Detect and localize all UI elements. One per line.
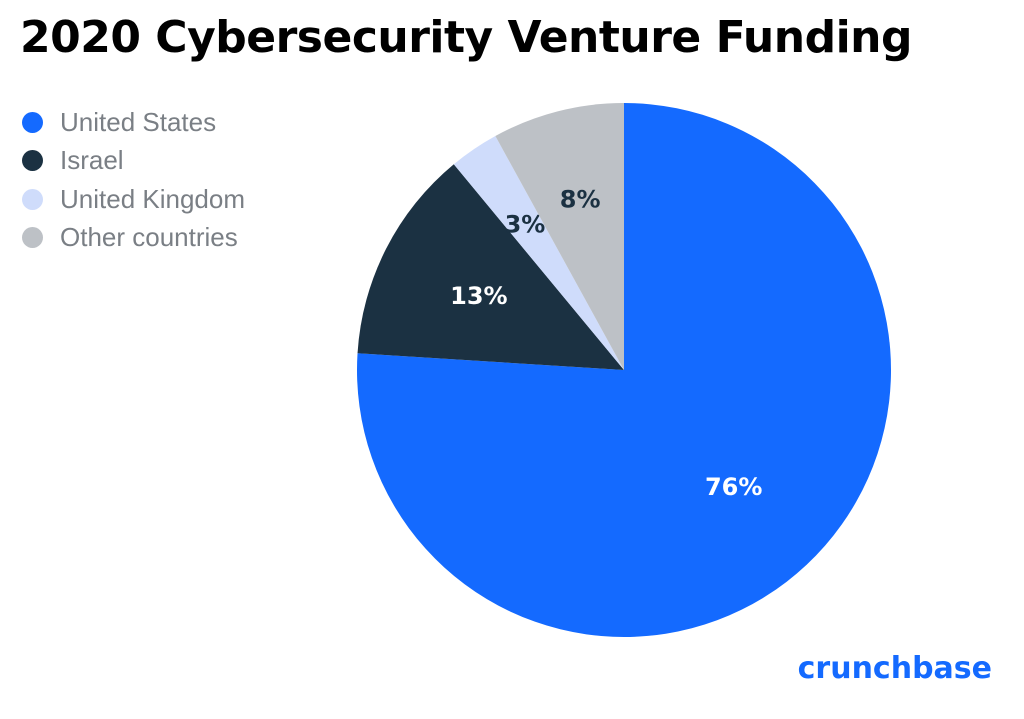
legend-item-other-countries: Other countries [22, 219, 245, 258]
pie-slice-united-kingdom [453, 136, 624, 370]
legend-label-israel: Israel [60, 145, 124, 176]
legend-swatch-other-countries [22, 227, 43, 249]
pie-slice-israel [357, 164, 624, 370]
legend-swatch-united-kingdom [22, 188, 43, 210]
legend-item-israel: Israel [22, 142, 245, 181]
legend-label-united-kingdom: United Kingdom [60, 183, 245, 214]
crunchbase-logo: crunchbase [797, 651, 992, 686]
data-label-israel: 13% [450, 282, 507, 310]
chart-legend: United States Israel United Kingdom Othe… [22, 103, 245, 257]
chart-title: 2020 Cybersecurity Venture Funding [20, 12, 912, 63]
legend-item-united-kingdom: United Kingdom [22, 180, 245, 219]
data-label-other-countries: 8% [560, 185, 601, 213]
pie-slice-other-countries [495, 103, 624, 370]
legend-item-united-states: United States [22, 103, 245, 142]
legend-label-united-states: United States [60, 106, 217, 137]
legend-swatch-israel [22, 150, 43, 172]
data-label-united-kingdom: 3% [505, 210, 546, 238]
legend-label-other-countries: Other countries [60, 222, 238, 253]
data-label-united-states: 76% [705, 473, 762, 501]
legend-swatch-united-states [22, 111, 43, 133]
